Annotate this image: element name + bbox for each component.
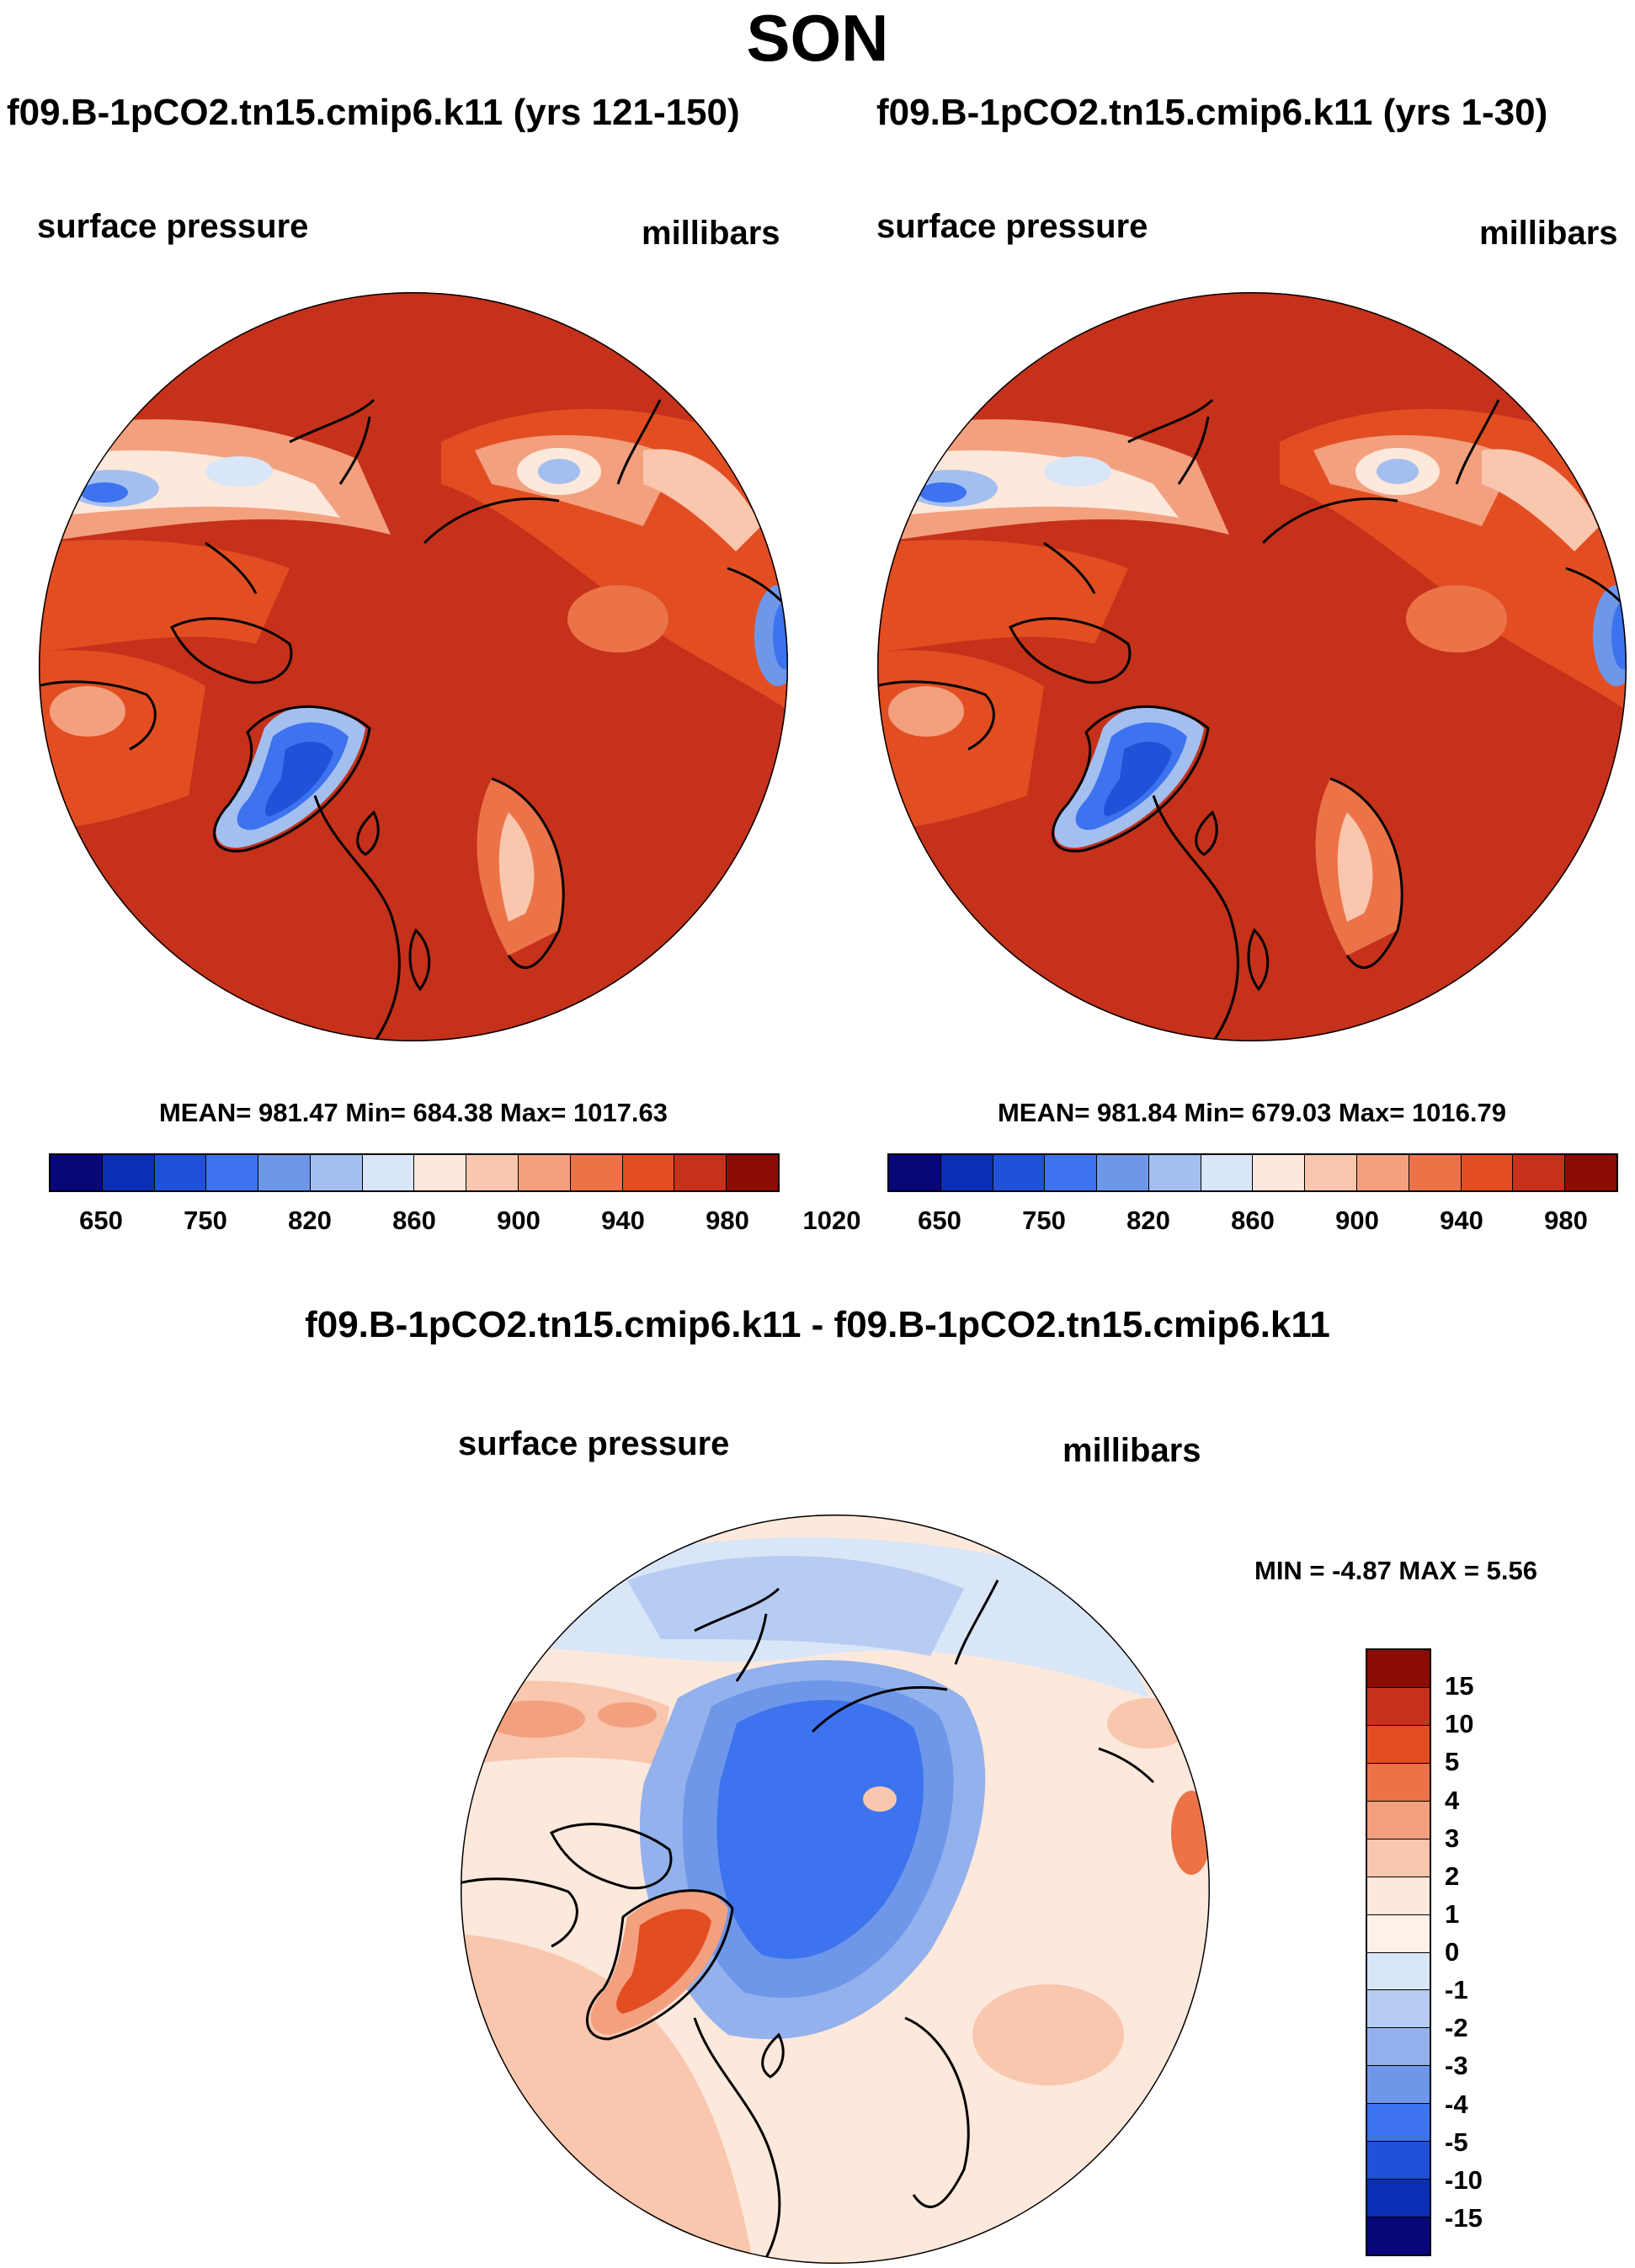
colorbar-swatch (727, 1155, 778, 1190)
diff-colorbar-swatch (1367, 1650, 1430, 1688)
diff-colorbar-tick-label: 15 (1445, 1671, 1474, 1701)
panel-2-case-title: f09.B-1pCO2.tn15.cmip6.k11 (yrs 1-30) (876, 92, 1548, 133)
panel-2-units-label: millibars (1479, 215, 1618, 252)
diff-colorbar-swatch (1367, 1801, 1430, 1839)
colorbar-swatch (1461, 1155, 1514, 1190)
diff-colorbar-tick-label: 2 (1445, 1861, 1460, 1891)
colorbar-swatch (1201, 1155, 1254, 1190)
panel-2-polar-map (877, 292, 1627, 1041)
panel-1-colorbar-ticks: 650 750 820 860 900 940 980 1020 (49, 1204, 860, 1238)
diff-colorbar-ticks: 15 10 5 4 3 2 1 0 -1 -2 -3 -4 -5 -10 -15 (1445, 1648, 1546, 2256)
colorbar-swatch (310, 1155, 363, 1190)
colorbar-swatch (1253, 1155, 1306, 1190)
panel-1-variable-label: surface pressure (37, 208, 309, 245)
colorbar-tick-label: 980 (1544, 1206, 1588, 1235)
diff-colorbar-swatch (1367, 1877, 1430, 1915)
diff-colorbar-tick-label: 10 (1445, 1709, 1474, 1739)
colorbar-swatch (1045, 1155, 1098, 1190)
panel-2-variable-label: surface pressure (876, 208, 1148, 245)
colorbar-swatch (993, 1155, 1046, 1190)
colorbar-tick-label: 860 (392, 1206, 436, 1235)
diff-colorbar-swatch (1367, 2142, 1430, 2180)
diff-colorbar-tick-label: -4 (1445, 2089, 1468, 2119)
diff-colorbar-tick-label: 1 (1445, 1898, 1460, 1929)
diff-colorbar-swatch (1367, 2180, 1430, 2218)
colorbar-swatch (1513, 1155, 1566, 1190)
diff-colorbar-swatch (1367, 1763, 1430, 1802)
panel-2-colorbar (887, 1153, 1618, 1192)
colorbar-swatch (1305, 1155, 1358, 1190)
colorbar-tick-label: 750 (184, 1206, 227, 1235)
colorbar-swatch (51, 1155, 103, 1190)
diff-colorbar-swatch (1367, 1914, 1430, 1953)
colorbar-tick-label: 900 (1335, 1206, 1379, 1235)
colorbar-swatch (570, 1155, 623, 1190)
colorbar-swatch (1148, 1155, 1201, 1190)
diff-colorbar-tick-label: 5 (1445, 1747, 1460, 1777)
diff-colorbar-swatch (1367, 2104, 1430, 2143)
colorbar-swatch (889, 1155, 941, 1190)
diff-colorbar-tick-label: 3 (1445, 1823, 1460, 1853)
diff-colorbar-tick-label: -2 (1445, 2013, 1468, 2043)
colorbar-tick-label: 980 (706, 1206, 749, 1235)
colorbar-swatch (674, 1155, 727, 1190)
diff-panel-units-label: millibars (1062, 1432, 1201, 1469)
colorbar-tick-label: 820 (288, 1206, 332, 1235)
diff-panel-title: f09.B-1pCO2.tn15.cmip6.k11 - f09.B-1pCO2… (305, 1304, 1330, 1345)
colorbar-tick-label: 650 (918, 1206, 961, 1235)
diff-colorbar-tick-label: -5 (1445, 2127, 1468, 2157)
colorbar-swatch (1565, 1155, 1616, 1190)
colorbar-swatch (1097, 1155, 1149, 1190)
panel-2-stats: MEAN= 981.84 Min= 679.03 Max= 1016.79 (997, 1098, 1506, 1127)
diff-colorbar-swatch (1367, 2028, 1430, 2067)
colorbar-swatch (414, 1155, 467, 1190)
diff-colorbar-swatch (1367, 1725, 1430, 1764)
colorbar-tick-label: 650 (79, 1206, 123, 1235)
colorbar-swatch (466, 1155, 519, 1190)
diff-colorbar-tick-label: 0 (1445, 1937, 1460, 1967)
colorbar-tick-label: 820 (1126, 1206, 1170, 1235)
diff-colorbar-tick-label: 4 (1445, 1785, 1460, 1815)
diff-colorbar-swatch (1367, 2217, 1430, 2255)
diff-colorbar-swatch (1367, 1687, 1430, 1726)
colorbar-swatch (362, 1155, 415, 1190)
diff-colorbar-tick-label: -3 (1445, 2051, 1468, 2081)
colorbar-swatch (1409, 1155, 1462, 1190)
diff-colorbar (1366, 1648, 1431, 2256)
panel-1-stats: MEAN= 981.47 Min= 684.38 Max= 1017.63 (158, 1098, 668, 1127)
colorbar-swatch (1357, 1155, 1409, 1190)
diff-polar-map (461, 1515, 1210, 2264)
colorbar-tick-label: 1020 (802, 1206, 861, 1235)
colorbar-swatch (206, 1155, 259, 1190)
colorbar-tick-label: 940 (1440, 1206, 1483, 1235)
colorbar-swatch (258, 1155, 311, 1190)
colorbar-tick-label: 940 (601, 1206, 645, 1235)
colorbar-swatch (154, 1155, 207, 1190)
diff-colorbar-tick-label: -1 (1445, 1975, 1468, 2005)
colorbar-tick-label: 900 (497, 1206, 541, 1235)
colorbar-tick-label: 860 (1231, 1206, 1275, 1235)
colorbar-tick-label: 750 (1022, 1206, 1066, 1235)
colorbar-swatch (622, 1155, 675, 1190)
diff-colorbar-tick-label: -10 (1445, 2164, 1483, 2195)
colorbar-swatch (940, 1155, 993, 1190)
panel-1-colorbar (49, 1153, 780, 1192)
colorbar-swatch (102, 1155, 155, 1190)
diff-panel-stats: MIN = -4.87 MAX = 5.56 (1254, 1556, 1537, 1585)
colorbar-swatch (519, 1155, 571, 1190)
diff-colorbar-swatch (1367, 2066, 1430, 2105)
diff-panel-variable-label: surface pressure (458, 1425, 730, 1462)
diff-colorbar-swatch (1367, 1839, 1430, 1877)
panel-1-case-title: f09.B-1pCO2.tn15.cmip6.k11 (yrs 121-150) (7, 92, 740, 133)
panel-1-polar-map (39, 292, 788, 1041)
page-title: SON (746, 1, 889, 75)
diff-colorbar-swatch (1367, 1990, 1430, 2029)
diff-colorbar-swatch (1367, 1952, 1430, 1991)
diff-colorbar-tick-label: -15 (1445, 2202, 1483, 2233)
panel-1-units-label: millibars (642, 215, 780, 252)
